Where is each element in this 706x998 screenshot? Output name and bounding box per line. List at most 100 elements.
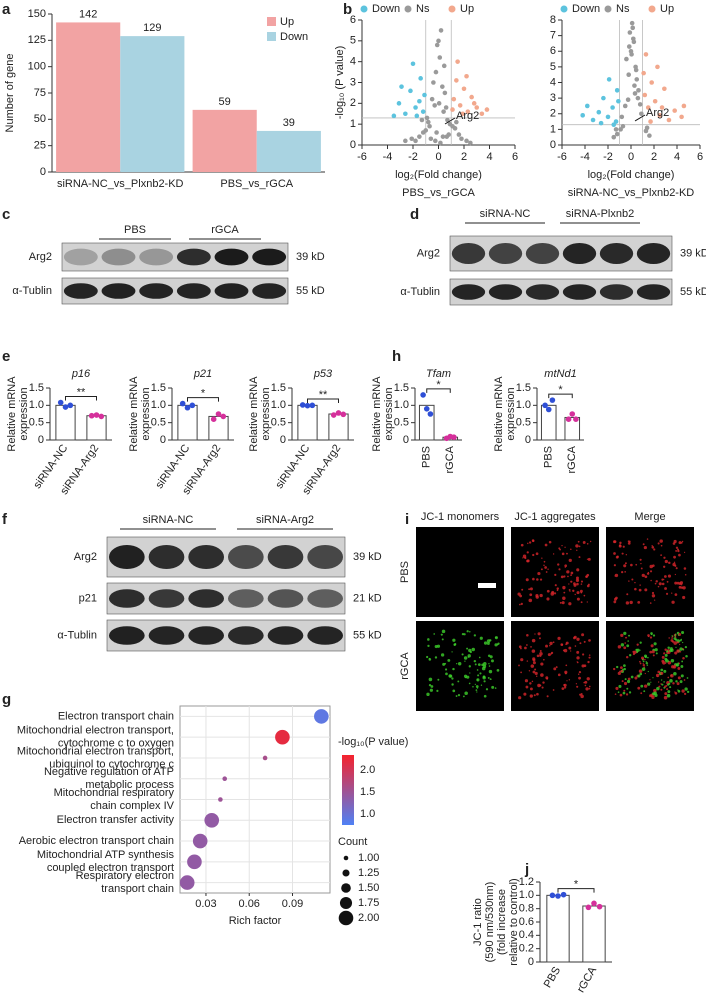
data-point [639, 111, 644, 117]
y-tick-label: 0.4 [519, 929, 534, 941]
fluorescence [576, 591, 580, 595]
fluorescence [653, 599, 656, 601]
fluorescence [575, 544, 579, 548]
fluorescence [682, 649, 685, 651]
y-tick-label: 1.0 [151, 399, 166, 411]
fluorescence [576, 661, 578, 663]
fluorescence [649, 694, 652, 698]
size-legend-title: Count [338, 836, 367, 848]
blot-group-label: PBS [124, 224, 146, 236]
fluorescence [576, 637, 580, 641]
fluorescence [482, 676, 486, 680]
data-point [469, 94, 474, 100]
fluorescence [613, 540, 617, 544]
fluorescence [491, 659, 494, 663]
y-axis-label: expression [18, 387, 30, 440]
fluorescence [619, 670, 621, 673]
x-tick-label: 4 [486, 151, 492, 163]
fluorescence [647, 683, 649, 685]
data-point [454, 119, 459, 125]
data-point [474, 105, 480, 110]
fluorescence [669, 679, 673, 683]
blot-membrane [106, 619, 346, 652]
fluorescence [586, 542, 589, 545]
value-label: 142 [79, 8, 97, 20]
fluorescence [657, 670, 661, 674]
fluorescence [568, 602, 572, 606]
significance: * [558, 384, 563, 396]
fluorescence [623, 681, 628, 686]
fluorescence [639, 649, 641, 651]
y-tick-label: 5 [350, 35, 356, 47]
fluorescence [625, 655, 629, 659]
fluorescence [671, 600, 675, 604]
value-label: 129 [143, 22, 161, 34]
fluorescence [674, 593, 678, 596]
fluorescence [616, 555, 619, 558]
y-tick-label: 0.5 [516, 417, 531, 429]
fluorescence [573, 582, 576, 585]
fluorescence [650, 681, 652, 683]
fluorescence [624, 678, 627, 681]
fluorescence [677, 549, 680, 553]
fluorescence [666, 688, 669, 691]
chart-title: mtNd1 [544, 368, 576, 380]
legend-label: Up [280, 16, 294, 28]
fluorescence [529, 587, 533, 591]
fluorescence [552, 641, 555, 644]
fluorescence [683, 692, 687, 696]
fluorescence [440, 633, 443, 636]
y-tick-label: Aerobic electron transport chain [19, 835, 174, 847]
fluorescence [672, 562, 676, 567]
fluorescence [434, 644, 438, 649]
fluorescence [534, 668, 537, 671]
fluorescence [526, 633, 529, 637]
bar [582, 905, 606, 963]
fluorescence [663, 652, 666, 655]
fluorescence [614, 693, 617, 696]
fluorescence [488, 665, 491, 667]
size-legend-marker [341, 883, 351, 893]
y-tick-label: coupled electron transport [47, 862, 174, 874]
data-point [542, 402, 548, 409]
data-point [454, 78, 459, 83]
fluorescence [660, 679, 663, 681]
data-point [396, 101, 402, 106]
colorbar-tick-label: 1.0 [360, 808, 375, 820]
blot-band [267, 545, 304, 569]
legend-marker [448, 5, 456, 13]
fluorescence [679, 651, 682, 653]
data-point [408, 88, 413, 94]
fluorescence [461, 653, 464, 656]
fluorescence [526, 644, 528, 646]
fluorescence [467, 656, 470, 658]
y-tick-label: 1.2 [519, 876, 534, 888]
fluorescence [652, 677, 654, 679]
data-point [427, 123, 432, 129]
fluorescence [570, 571, 574, 575]
blot-row-label: Arg2 [74, 551, 97, 563]
fluorescence [676, 682, 680, 686]
panel-letter: d [410, 206, 419, 223]
fluorescence [651, 546, 655, 549]
fluorescence [518, 696, 522, 700]
fluorescence [646, 682, 651, 686]
fluorescence [620, 669, 623, 673]
data-point [414, 113, 420, 119]
data-point [433, 69, 439, 75]
fluorescence [639, 672, 643, 676]
fluorescence [539, 651, 543, 656]
fluorescence [683, 679, 686, 681]
bar [546, 894, 570, 963]
fluorescence [566, 570, 570, 574]
fluorescence [444, 662, 447, 665]
blot-size-label: 39 kD [296, 251, 325, 263]
micrograph-column-label: Merge [634, 511, 665, 523]
y-tick-label: 1.5 [271, 382, 286, 394]
y-axis-label: -log₁₀ (P value) [334, 46, 346, 120]
data-point [444, 134, 450, 139]
fluorescence [624, 562, 627, 565]
data-point [417, 98, 422, 104]
fluorescence [632, 650, 635, 653]
y-tick-label: 0 [350, 139, 356, 151]
